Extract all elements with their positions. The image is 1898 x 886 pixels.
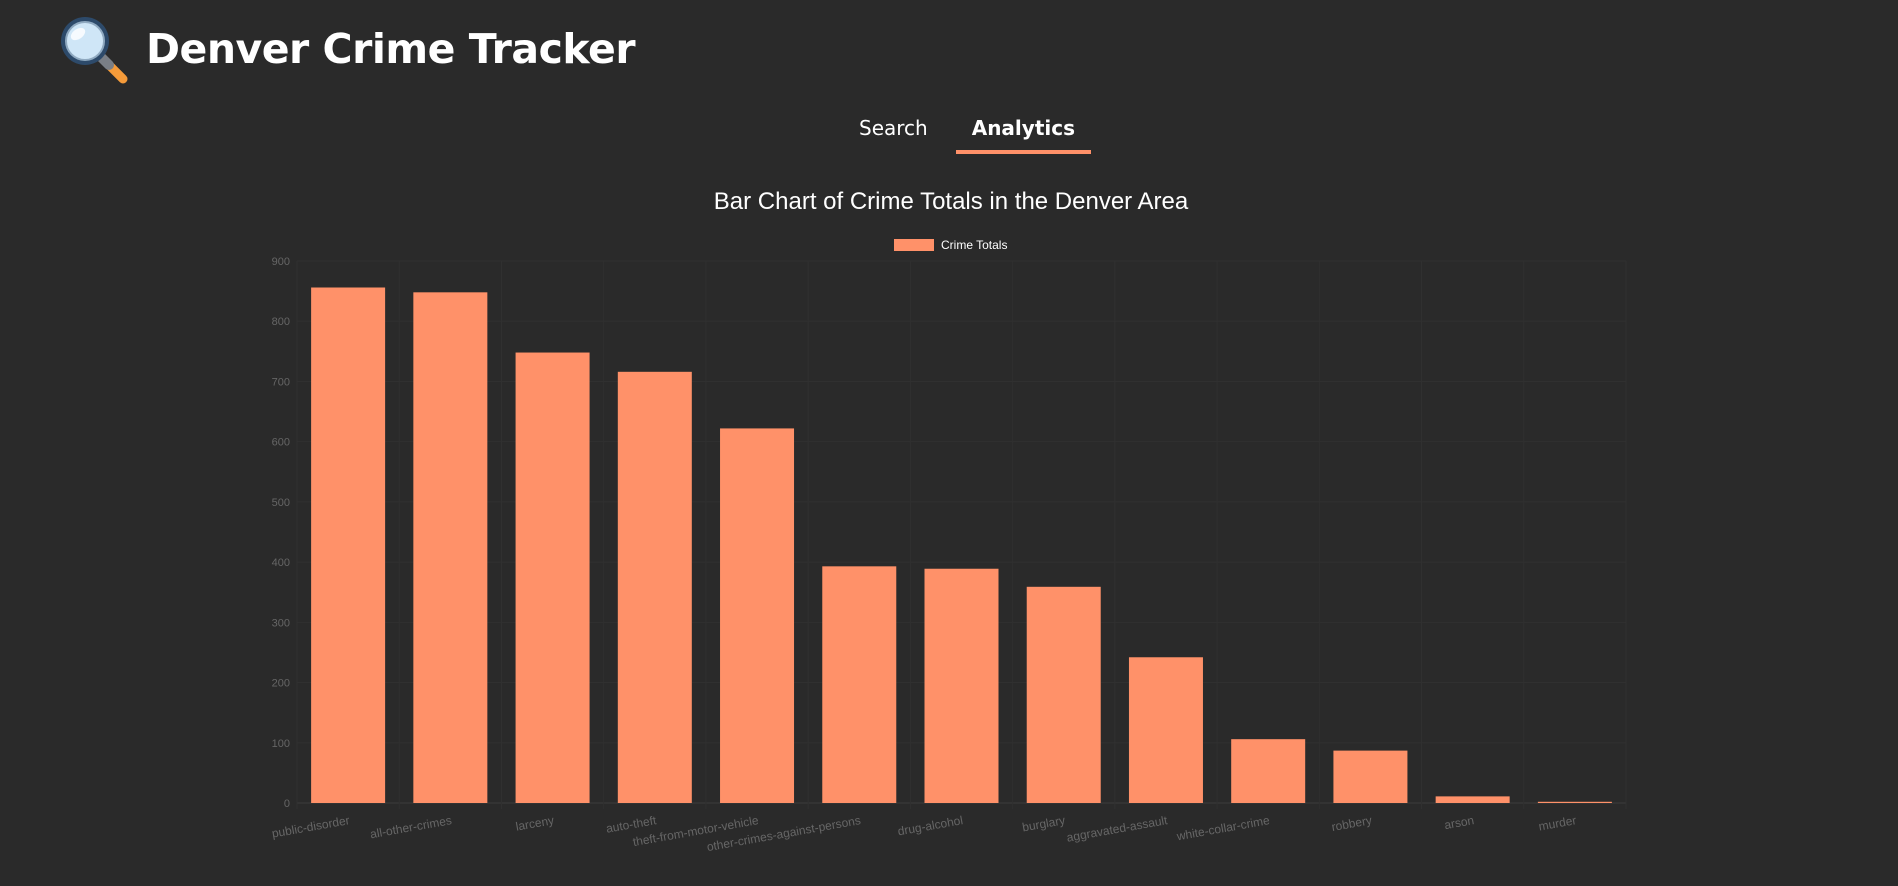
chart-legend[interactable]: Crime Totals [894, 238, 1007, 252]
bar-auto-theft [617, 371, 692, 803]
bar-larceny [515, 352, 590, 803]
bar-drug-alcohol [924, 568, 999, 803]
y-tick-label: 800 [272, 316, 290, 328]
bar-other-crimes-against-persons [822, 566, 897, 803]
x-tick-label: white-collar-crime [1175, 813, 1271, 843]
y-tick-label: 100 [272, 738, 290, 750]
bar-murder [1537, 801, 1612, 803]
x-tick-label: robbery [1330, 813, 1373, 834]
tab-search[interactable]: Search [859, 116, 928, 140]
bar-arson [1435, 796, 1510, 803]
y-tick-label: 0 [284, 798, 290, 810]
bar-white-collar-crime [1231, 739, 1306, 803]
y-tick-label: 500 [272, 497, 290, 509]
x-tick-label: all-other-crimes [369, 813, 453, 841]
x-tick-label: burglary [1021, 813, 1066, 834]
magnifying-glass-icon [61, 17, 128, 84]
x-tick-label: larceny [515, 813, 556, 834]
y-tick-label: 400 [272, 557, 290, 569]
bar-all-other-crimes [413, 292, 488, 803]
x-tick-label: public-disorder [271, 813, 351, 840]
x-tick-label: arson [1443, 813, 1475, 832]
bar-robbery [1333, 750, 1408, 803]
y-tick-label: 300 [272, 617, 290, 629]
tab-analytics[interactable]: Analytics [955, 112, 1091, 154]
legend-label: Crime Totals [941, 238, 1008, 252]
app-header: Denver Crime Tracker [56, 12, 636, 88]
app-title: Denver Crime Tracker [146, 25, 636, 73]
y-tick-label: 900 [272, 256, 290, 268]
y-tick-label: 600 [272, 437, 290, 449]
x-tick-label: drug-alcohol [897, 813, 964, 838]
legend-swatch [894, 239, 934, 251]
x-tick-label: murder [1538, 813, 1578, 833]
bar-aggravated-assault [1128, 657, 1203, 803]
bar-burglary [1026, 586, 1101, 803]
y-tick-label: 700 [272, 376, 290, 388]
tab-bar: Search Analytics [0, 112, 1898, 154]
y-tick-label: 200 [272, 678, 290, 690]
chart-title: Bar Chart of Crime Totals in the Denver … [713, 188, 1189, 215]
x-tick-label: aggravated-assault [1066, 813, 1170, 845]
bar-theft-from-motor-vehicle [720, 428, 795, 803]
bar-public-disorder [311, 287, 386, 803]
